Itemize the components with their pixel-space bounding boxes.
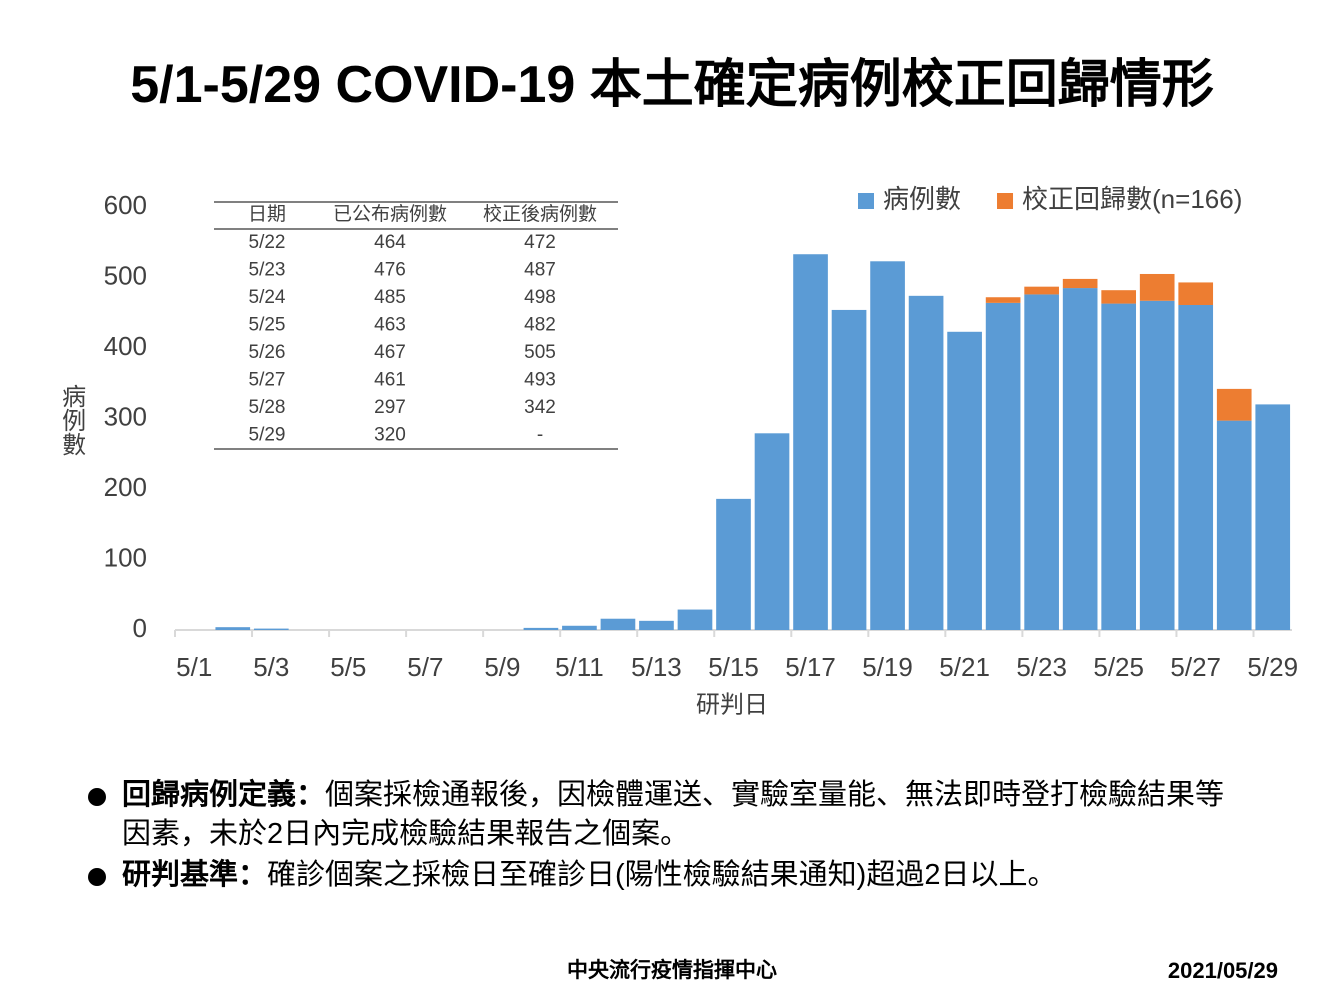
bar — [600, 618, 636, 630]
bar — [562, 625, 597, 630]
bar — [1024, 286, 1059, 295]
table-cell: 5/28 — [249, 397, 286, 418]
table-cell: 342 — [524, 397, 556, 418]
y-axis-title: 病例數 — [58, 384, 86, 456]
bar — [1178, 304, 1214, 630]
bar — [947, 331, 982, 630]
table-cell: 5/29 — [249, 425, 286, 446]
bar — [1216, 388, 1252, 421]
x-tick-label: 5/3 — [253, 652, 289, 682]
x-axis-title: 研判日 — [696, 691, 768, 718]
table-cell: - — [537, 425, 543, 446]
table-cell: 493 — [524, 370, 556, 391]
bullet-term: 研判基準： — [122, 859, 268, 891]
x-tick-label: 5/19 — [862, 652, 913, 682]
bar — [754, 433, 790, 630]
bar — [523, 627, 559, 630]
table-cell: 5/22 — [249, 232, 286, 253]
x-tick-label: 5/21 — [939, 652, 990, 682]
bar — [793, 254, 828, 631]
y-tick-label: 200 — [104, 472, 147, 502]
table-cell: 5/27 — [249, 370, 286, 391]
x-tick-label: 5/13 — [631, 652, 682, 682]
legend-swatch — [858, 193, 874, 209]
bar — [1062, 288, 1098, 630]
table-header: 日期 — [248, 203, 286, 225]
bar — [1101, 303, 1137, 630]
bar — [985, 297, 1021, 303]
bar — [1024, 294, 1059, 630]
table-cell: 5/24 — [249, 287, 286, 308]
bullet-text: 確診個案之採檢日至確診日(陽性檢驗結果通知)超過2日以上。 — [267, 859, 1057, 891]
bar — [908, 295, 944, 630]
table-cell: 487 — [524, 260, 556, 281]
y-tick-label: 100 — [104, 542, 147, 572]
bar — [831, 309, 867, 630]
table-header: 校正後病例數 — [483, 203, 597, 225]
table-cell: 482 — [524, 315, 556, 336]
bar — [215, 627, 251, 630]
x-tick-label: 5/17 — [785, 652, 836, 682]
bar — [716, 498, 751, 630]
x-tick-label: 5/5 — [330, 652, 366, 682]
table-cell: 5/25 — [249, 315, 286, 336]
table-cell: 5/23 — [249, 260, 286, 281]
bullet-text: 個案採檢通報後，因檢體運送、實驗室量能、無法即時登打檢驗結果等因素，未於2日內完… — [122, 779, 1225, 850]
bullet-term: 回歸病例定義： — [122, 779, 326, 811]
bar — [253, 628, 289, 630]
table-cell: 297 — [374, 397, 406, 418]
x-tick-label: 5/11 — [555, 652, 604, 682]
y-tick-label: 500 — [104, 260, 147, 290]
legend-label: 病例數 — [883, 184, 961, 214]
y-tick-label: 400 — [104, 331, 147, 361]
table-cell: 476 — [374, 260, 406, 281]
bar — [985, 302, 1021, 630]
bullet: 研判基準：確診個案之採檢日至確診日(陽性檢驗結果通知)超過2日以上。 — [88, 856, 1252, 895]
table-cell: 463 — [374, 315, 406, 336]
x-tick-label: 5/23 — [1016, 652, 1067, 682]
table-cell: 461 — [374, 370, 406, 391]
bar — [1255, 404, 1291, 630]
x-tick-label: 5/1 — [176, 652, 212, 682]
y-tick-label: 300 — [104, 401, 147, 431]
x-tick-label: 5/15 — [708, 652, 759, 682]
bar — [1101, 290, 1137, 304]
table-cell: 498 — [524, 287, 556, 308]
x-tick-label: 5/27 — [1170, 652, 1221, 682]
table-header: 已公布病例數 — [333, 203, 447, 225]
bar — [1139, 300, 1175, 630]
x-tick-label: 5/29 — [1247, 652, 1298, 682]
table-cell: 505 — [524, 342, 556, 363]
chart: 0 100 200 300 400 500 600 研判日 病例數 5/1 5/3 5/5 5/7 5/9… — [58, 184, 1298, 718]
x-tick-label: 5/9 — [484, 652, 520, 682]
legend-label: 校正回歸數(n=166) — [1022, 184, 1242, 214]
bar — [1062, 278, 1098, 289]
table-cell: 472 — [524, 232, 556, 253]
bullet: 回歸病例定義：個案採檢通報後，因檢體運送、實驗室量能、無法即時登打檢驗結果等因素… — [88, 776, 1252, 854]
bar — [870, 261, 905, 630]
bar — [639, 620, 674, 630]
bar — [677, 609, 713, 630]
bar — [1216, 420, 1252, 630]
table-cell: 5/26 — [249, 342, 286, 363]
x-tick-label: 5/7 — [407, 652, 443, 682]
bar — [1139, 273, 1175, 301]
bar — [1178, 282, 1214, 305]
y-tick-label: 0 — [133, 613, 147, 643]
footer-org: 中央流行疫情指揮中心 — [567, 959, 777, 982]
footer-date: 2021/05/29 — [1167, 958, 1278, 983]
x-tick-label: 5/25 — [1093, 652, 1144, 682]
table-cell: 320 — [374, 425, 406, 446]
y-tick-label: 600 — [104, 190, 147, 220]
table-cell: 464 — [374, 232, 406, 253]
table-cell: 467 — [374, 342, 406, 363]
table-cell: 485 — [374, 287, 406, 308]
legend-swatch — [997, 193, 1014, 209]
title: 5/1-5/29 COVID-19 本土確定病例校正回歸情形 — [130, 56, 1214, 114]
